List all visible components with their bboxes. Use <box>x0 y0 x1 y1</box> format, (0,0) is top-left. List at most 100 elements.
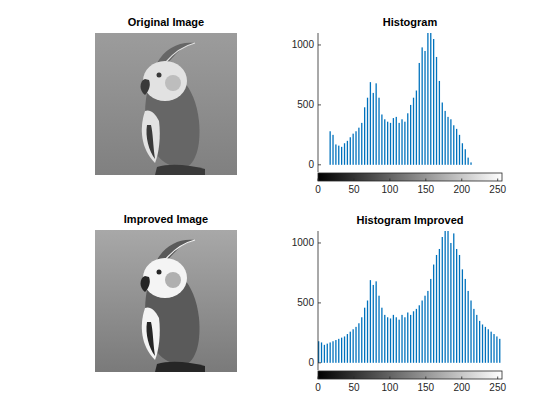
bar <box>350 137 351 165</box>
bar <box>393 315 394 363</box>
crest-line <box>165 43 195 63</box>
x-tick <box>353 377 354 380</box>
bar <box>378 296 379 363</box>
bars <box>318 231 500 363</box>
bar <box>465 279 466 363</box>
wing-pattern <box>146 125 155 159</box>
x-tick-label: 100 <box>382 382 399 393</box>
bar <box>424 51 425 165</box>
bar <box>479 321 480 363</box>
y-tick <box>318 164 321 165</box>
bar <box>330 131 331 165</box>
bar <box>427 291 428 363</box>
y-tick <box>318 104 321 105</box>
bar <box>439 81 440 165</box>
y-tick-label: 0 <box>308 357 314 368</box>
bar <box>407 312 408 362</box>
bar <box>355 131 356 165</box>
x-tick-label: 200 <box>453 184 470 195</box>
x-tick <box>353 179 354 182</box>
bars <box>330 33 472 165</box>
bar <box>393 118 394 165</box>
bar <box>373 93 374 165</box>
image-background <box>95 230 237 372</box>
bar <box>450 243 451 363</box>
image <box>95 230 237 372</box>
bar <box>468 291 469 363</box>
bar <box>410 315 411 363</box>
bar <box>447 117 448 165</box>
x-tick-label: 0 <box>315 382 321 393</box>
bar <box>364 107 365 165</box>
bar <box>410 105 411 165</box>
bar <box>324 164 325 165</box>
bar <box>396 317 397 363</box>
bar <box>341 338 342 363</box>
x-tick-label: 150 <box>417 184 434 195</box>
bar <box>488 164 489 165</box>
bar <box>442 103 443 165</box>
beak <box>141 276 150 292</box>
y-tick-label: 1000 <box>292 237 315 248</box>
cheek <box>165 75 181 91</box>
bar <box>361 317 362 363</box>
bar <box>335 144 336 164</box>
bar <box>416 309 417 363</box>
bar <box>430 279 431 363</box>
bar <box>456 249 457 363</box>
y-tick <box>318 302 321 303</box>
x-tick-label: 0 <box>315 184 321 195</box>
bar <box>422 301 423 363</box>
bar <box>453 125 454 165</box>
y-tick <box>318 44 321 45</box>
perch <box>155 362 205 372</box>
bar <box>419 63 420 165</box>
cheek <box>165 272 181 288</box>
x-tick <box>425 377 426 380</box>
bar <box>499 339 500 363</box>
bar <box>462 269 463 362</box>
x-tick <box>497 377 498 380</box>
bar <box>496 336 497 362</box>
bar <box>476 164 477 165</box>
x-tick <box>461 377 462 380</box>
bar <box>332 341 333 363</box>
head <box>143 61 187 101</box>
bar <box>436 57 437 165</box>
y-tick-label: 500 <box>297 297 314 308</box>
bar <box>327 344 328 363</box>
bar <box>344 143 345 165</box>
bar <box>459 255 460 363</box>
x-tick-label: 100 <box>382 184 399 195</box>
bar <box>470 301 471 363</box>
wing-pattern <box>146 322 155 356</box>
bar <box>401 315 402 363</box>
bar <box>468 158 469 165</box>
bar <box>482 164 483 165</box>
x-tick <box>425 179 426 182</box>
bar <box>344 336 345 362</box>
wing <box>142 110 160 163</box>
bar <box>470 162 471 164</box>
bar <box>387 317 388 363</box>
bar <box>384 315 385 363</box>
bar <box>347 334 348 363</box>
bar <box>430 33 431 165</box>
bar <box>335 340 336 363</box>
bar <box>407 113 408 165</box>
x-tick-label: 50 <box>348 382 360 393</box>
bar <box>361 123 362 165</box>
bar <box>482 324 483 362</box>
bar <box>401 119 402 165</box>
bar <box>424 296 425 363</box>
bar <box>491 332 492 363</box>
bar <box>479 164 480 165</box>
y-tick <box>318 242 321 243</box>
bar <box>493 164 494 165</box>
bar <box>453 233 454 362</box>
bar <box>321 342 322 362</box>
bar <box>358 323 359 363</box>
bar <box>358 128 359 165</box>
bar <box>355 327 356 363</box>
bar <box>433 265 434 363</box>
